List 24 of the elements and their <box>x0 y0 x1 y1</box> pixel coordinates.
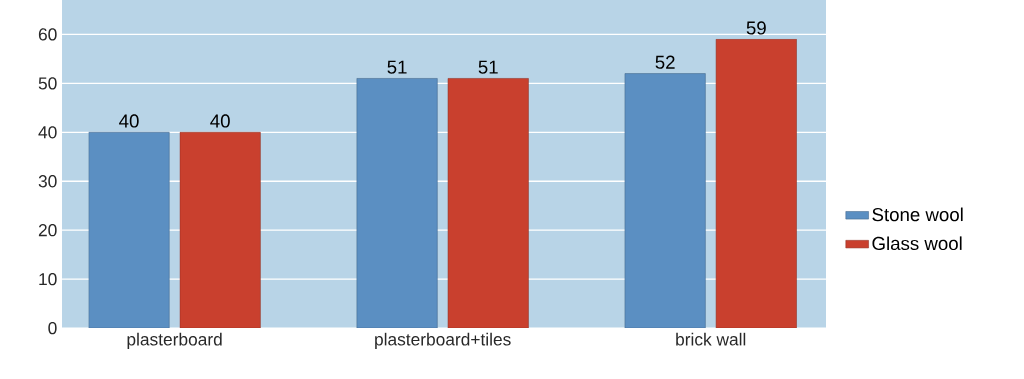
bar <box>179 131 261 329</box>
data-label: 52 <box>655 55 675 69</box>
x-tick-label: brick wall <box>676 332 746 346</box>
x-tick-label: plasterboard+tiles <box>375 332 511 349</box>
data-label: 59 <box>746 21 766 35</box>
bar <box>447 78 529 329</box>
legend-label: Glass wool <box>872 236 962 251</box>
y-tick-label: 30 <box>38 175 57 188</box>
y-tick-label: 50 <box>38 77 57 90</box>
bar <box>356 78 438 329</box>
bar <box>624 73 706 329</box>
bar <box>715 38 797 329</box>
data-label: 40 <box>119 114 139 128</box>
data-label: 40 <box>210 114 230 128</box>
y-tick-label: 40 <box>38 126 57 139</box>
y-tick-label: 20 <box>38 224 57 237</box>
y-tick-label: 0 <box>48 321 57 335</box>
y-tick-label: 60 <box>38 28 57 41</box>
legend-label: Stone wool <box>872 207 963 222</box>
data-label: 51 <box>478 60 498 74</box>
y-tick-label: 10 <box>39 272 57 286</box>
bar <box>88 131 170 329</box>
x-tick-label: plasterboard <box>127 332 222 349</box>
data-label: 51 <box>387 60 407 74</box>
